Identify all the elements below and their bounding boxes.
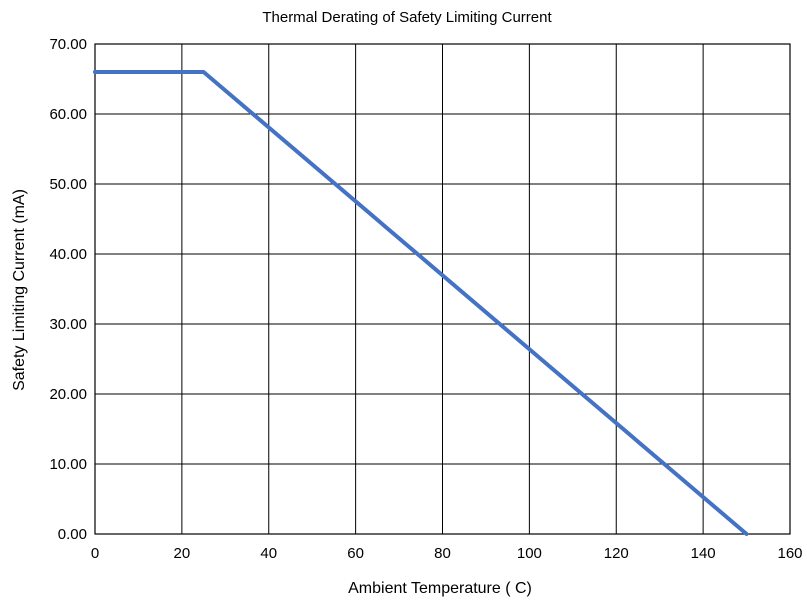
series-line — [93, 70, 749, 536]
x-tick-label: 160 — [777, 545, 802, 562]
plot-area — [94, 43, 791, 535]
y-axis-title: Safety Limiting Current (mA) — [11, 189, 28, 391]
y-tick-label: 20.00 — [49, 386, 87, 403]
y-tick-label: 70.00 — [49, 36, 87, 53]
data-point — [203, 71, 205, 73]
y-tick-labels: 0.00 10.00 20.00 30.00 40.00 50.00 60.00 70.00 — [49, 36, 87, 543]
series-layer — [93, 70, 749, 536]
x-tick-labels: 0 20 40 60 80 100 120 140 160 — [91, 545, 803, 562]
y-tick-label: 30.00 — [49, 316, 87, 333]
x-tick-label: 20 — [174, 545, 191, 562]
y-tick-label: 10.00 — [49, 456, 87, 473]
chart-title: Thermal Derating of Safety Limiting Curr… — [262, 9, 552, 26]
x-tick-label: 120 — [604, 545, 629, 562]
y-tick-label: 50.00 — [49, 176, 87, 193]
x-tick-label: 80 — [434, 545, 451, 562]
y-tick-label: 40.00 — [49, 246, 87, 263]
grid — [94, 43, 791, 535]
x-axis-title: Ambient Temperature ( C) — [348, 580, 532, 597]
y-tick-label: 60.00 — [49, 106, 87, 123]
x-tick-label: 40 — [260, 545, 277, 562]
x-tick-label: 0 — [91, 545, 99, 562]
data-point — [746, 533, 748, 535]
x-tick-label: 140 — [691, 545, 716, 562]
x-tick-label: 100 — [517, 545, 542, 562]
y-tick-label: 0.00 — [58, 526, 87, 543]
data-point — [94, 71, 96, 73]
x-tick-label: 60 — [347, 545, 364, 562]
